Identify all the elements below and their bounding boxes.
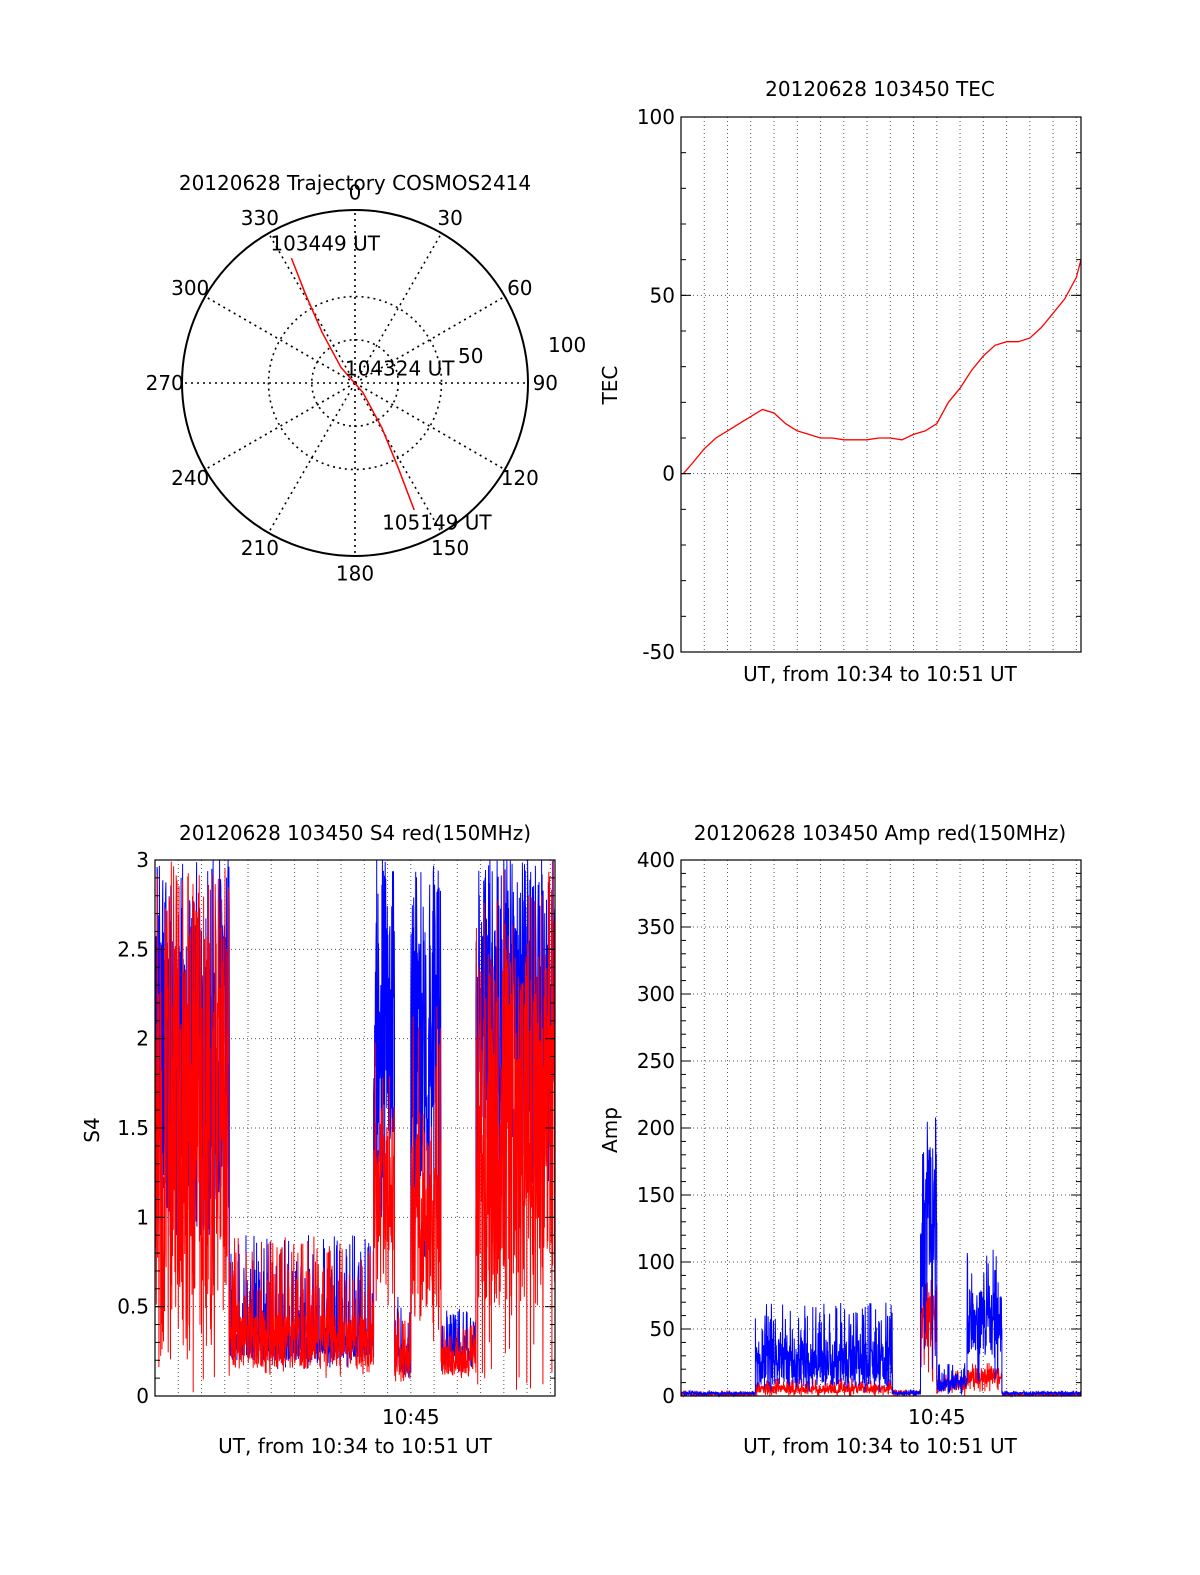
p4-xtick-label-0: 10:45 bbox=[908, 1405, 966, 1429]
amp-grid bbox=[681, 859, 1081, 1397]
polar-angle-ticks: 0 30 60 90 120 150 180 210 240 270 300 330 bbox=[146, 181, 558, 586]
p4-ytick-label-8: 400 bbox=[637, 848, 675, 872]
s4-series bbox=[154, 859, 556, 1393]
p4-series-blue bbox=[680, 1117, 1082, 1398]
angle-tick-label-270: 270 bbox=[146, 371, 184, 395]
tec-axes: -50 0 50 100 bbox=[637, 105, 1081, 664]
trajectory-line bbox=[290, 257, 415, 511]
p3-ytick-label-3: 1.5 bbox=[117, 1116, 149, 1140]
p3-series-red bbox=[154, 860, 556, 1393]
angle-tick-label-0: 0 bbox=[349, 181, 362, 205]
tec-series bbox=[682, 259, 1082, 475]
polar-spoke-150 bbox=[354, 382, 443, 534]
tec-grid bbox=[681, 116, 1081, 653]
polar-spoke-210 bbox=[267, 382, 356, 534]
angle-tick-label-90: 90 bbox=[533, 371, 558, 395]
p3-ytick-label-0: 0 bbox=[136, 1384, 149, 1408]
p3-ytick-label-2: 1 bbox=[136, 1205, 149, 1229]
tec-title: 20120628 103450 TEC bbox=[765, 77, 995, 101]
trajectory-annotation-end: 105149 UT bbox=[382, 510, 492, 534]
angle-tick-label-30: 30 bbox=[437, 206, 462, 230]
angle-tick-label-210: 210 bbox=[241, 536, 279, 560]
radial-tick-label-100: 100 bbox=[548, 333, 586, 357]
p4-ytick-label-4: 200 bbox=[637, 1116, 675, 1140]
amp-axes: 0 50 100 150 200 250 300 350 400 10:45 bbox=[637, 848, 1081, 1429]
trajectory-annotation-start: 103449 UT bbox=[270, 231, 380, 255]
p2-ytick-label-2: 50 bbox=[650, 283, 675, 307]
p3-ytick-label-4: 2 bbox=[136, 1027, 149, 1051]
tec-y-axis-label: TEC bbox=[598, 366, 622, 406]
amp-plot: 20120628 103450 Amp red(150MHz) 0 50 100 15… bbox=[598, 821, 1082, 1458]
p3-ytick-label-1: 0.5 bbox=[117, 1295, 149, 1319]
s4-title: 20120628 103450 S4 red(150MHz) bbox=[179, 821, 531, 845]
amp-x-axis-label: UT, from 10:34 to 10:51 UT bbox=[743, 1434, 1018, 1458]
p3-xtick-label-0: 10:45 bbox=[382, 1405, 440, 1429]
angle-tick-label-300: 300 bbox=[171, 276, 209, 300]
p4-ytick-label-5: 250 bbox=[637, 1049, 675, 1073]
s4-x-axis-label: UT, from 10:34 to 10:51 UT bbox=[218, 1434, 493, 1458]
polar-spoke-330 bbox=[267, 232, 356, 384]
p4-ytick-label-2: 100 bbox=[637, 1250, 675, 1274]
p3-ytick-label-6: 3 bbox=[136, 848, 149, 872]
p4-ytick-label-7: 350 bbox=[637, 915, 675, 939]
p4-ytick-label-3: 150 bbox=[637, 1183, 675, 1207]
p2-ytick-label-0: -50 bbox=[642, 640, 675, 664]
p4-ytick-label-1: 50 bbox=[650, 1317, 675, 1341]
polar-spoke-60 bbox=[354, 295, 506, 384]
p3-ytick-label-5: 2.5 bbox=[117, 937, 149, 961]
angle-tick-label-240: 240 bbox=[171, 466, 209, 490]
angle-tick-label-330: 330 bbox=[241, 206, 279, 230]
amp-y-axis-label: Amp bbox=[598, 1107, 622, 1153]
polar-outer-circle bbox=[181, 209, 529, 557]
trajectory-title: 20120628 Trajectory COSMOS2414 bbox=[179, 171, 531, 195]
polar-spoke-120 bbox=[354, 382, 506, 471]
trajectory-series bbox=[290, 257, 415, 511]
angle-tick-label-120: 120 bbox=[501, 466, 539, 490]
tec-plot-frame bbox=[680, 116, 1082, 653]
polar-ring-1 bbox=[267, 295, 443, 471]
s4-axes: 0 0.5 1 1.5 2 2.5 3 10:45 bbox=[117, 848, 555, 1429]
polar-spoke-30 bbox=[354, 232, 443, 384]
trajectory-annotation-middle: 104324 UT bbox=[345, 357, 455, 381]
amp-series bbox=[680, 1117, 1082, 1398]
trajectory-polar-plot: 20120628 Trajectory COSMOS2414 0 30 60 90 12… bbox=[146, 171, 587, 585]
tec-line bbox=[682, 259, 1082, 475]
angle-tick-label-150: 150 bbox=[431, 536, 469, 560]
s4-y-axis-label: S4 bbox=[80, 1117, 104, 1142]
s4-plot: 20120628 103450 S4 red(150MHz) 0 0.5 1 1.5 2… bbox=[80, 821, 556, 1458]
angle-tick-label-180: 180 bbox=[336, 561, 374, 585]
p2-ytick-label-3: 100 bbox=[637, 105, 675, 129]
p4-ytick-label-6: 300 bbox=[637, 982, 675, 1006]
polar-grid bbox=[182, 210, 528, 556]
amp-title: 20120628 103450 Amp red(150MHz) bbox=[694, 821, 1066, 845]
p2-ytick-label-1: 0 bbox=[662, 462, 675, 486]
tec-x-axis-label: UT, from 10:34 to 10:51 UT bbox=[743, 662, 1018, 686]
polar-spoke-300 bbox=[204, 295, 356, 384]
tec-plot: 20120628 103450 TEC -50 0 50 100 TEC UT, fr… bbox=[598, 77, 1082, 686]
p4-ytick-label-0: 0 bbox=[662, 1384, 675, 1408]
radial-tick-label-50: 50 bbox=[458, 344, 483, 368]
polar-spoke-240 bbox=[204, 382, 356, 471]
angle-tick-label-60: 60 bbox=[507, 276, 532, 300]
